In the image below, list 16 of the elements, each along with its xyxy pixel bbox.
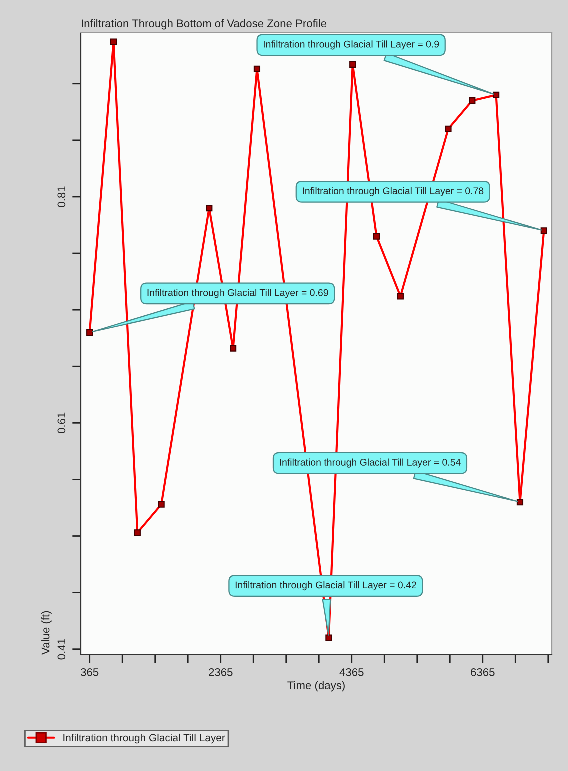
y-axis-title: Value (ft): [42, 611, 52, 655]
x-tick-label: 2365: [209, 668, 233, 676]
chart-title: Infiltration Through Bottom of Vadose Zone Profile: [82, 19, 327, 30]
x-axis-title: Time (days): [288, 681, 345, 692]
annotation: Infiltration through Glacial Till Layer = 0.69: [148, 289, 328, 298]
x-tick-label: 6365: [471, 668, 495, 676]
annotation: Infiltration through Glacial Till Layer = 0.54: [280, 458, 461, 468]
annotation: Infiltration through Glacial Till Layer = 0.42: [236, 582, 416, 591]
y-tick-label: 0.81: [58, 186, 66, 208]
x-tick-label: 4365: [340, 668, 364, 676]
y-tick-label: 0.41: [58, 639, 66, 660]
annotation: Infiltration through Glacial Till Layer = 0.78: [303, 187, 484, 196]
y-tick-label: 0.61: [58, 412, 66, 434]
annotation: Infiltration through Glacial Till Layer = 0.9: [264, 40, 440, 50]
x-tick-label: 365: [81, 668, 99, 676]
legend-label: Infiltration through Glacial Till Layer: [64, 734, 226, 744]
